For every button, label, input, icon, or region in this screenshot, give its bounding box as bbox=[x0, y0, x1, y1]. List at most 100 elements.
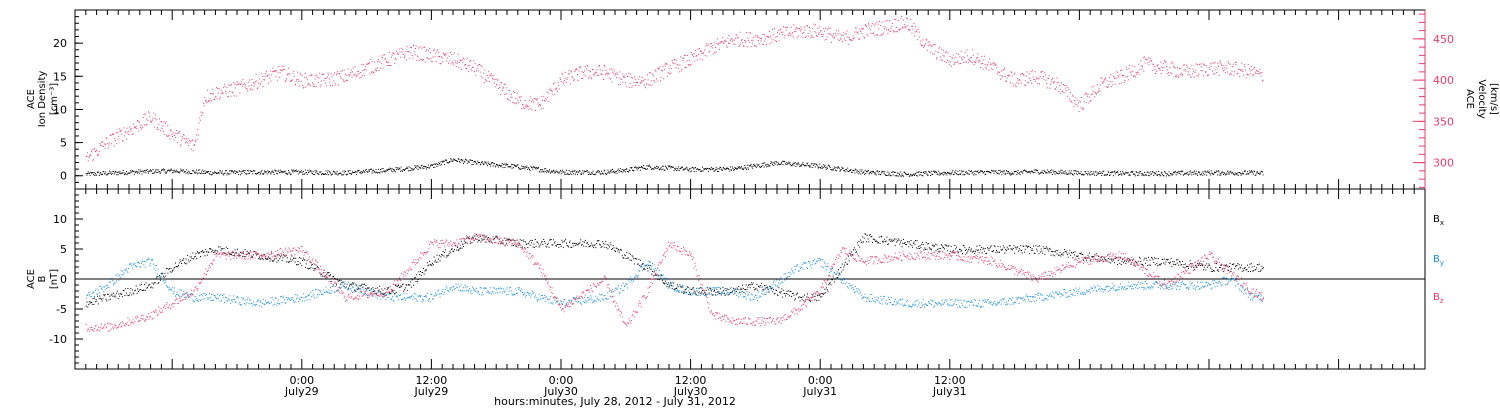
velocity-point bbox=[1202, 63, 1204, 65]
density-point bbox=[847, 167, 849, 169]
density-point bbox=[822, 167, 824, 168]
density-point bbox=[1087, 170, 1089, 172]
density-point bbox=[338, 173, 340, 175]
velocity-point bbox=[258, 82, 260, 84]
velocity-point bbox=[1166, 66, 1167, 67]
bx-point bbox=[376, 292, 378, 294]
density-point bbox=[434, 166, 436, 168]
density-point bbox=[1133, 173, 1135, 175]
velocity-point bbox=[730, 38, 732, 40]
density-point bbox=[1079, 173, 1081, 175]
density-point bbox=[636, 169, 638, 171]
velocity-point bbox=[1074, 103, 1076, 105]
density-point bbox=[461, 158, 462, 160]
velocity-point bbox=[676, 59, 678, 61]
density-point bbox=[942, 171, 944, 173]
density-point bbox=[864, 173, 865, 175]
bx-point bbox=[326, 273, 328, 275]
density-point bbox=[358, 169, 360, 171]
velocity-point bbox=[899, 29, 900, 31]
density-point bbox=[139, 171, 141, 173]
density-point bbox=[657, 166, 659, 168]
velocity-point bbox=[971, 62, 973, 64]
velocity-point bbox=[962, 56, 964, 58]
density-point bbox=[1090, 174, 1092, 176]
bx-point bbox=[469, 242, 471, 244]
density-point bbox=[699, 169, 701, 170]
velocity-point bbox=[437, 56, 439, 58]
density-point bbox=[166, 171, 168, 173]
density-point bbox=[566, 173, 568, 175]
density-point bbox=[194, 172, 195, 174]
velocity-point bbox=[328, 74, 330, 76]
velocity-point bbox=[1140, 65, 1142, 67]
velocity-point bbox=[1147, 62, 1149, 64]
velocity-point bbox=[176, 133, 178, 135]
velocity-point bbox=[615, 73, 617, 75]
density-point bbox=[381, 171, 383, 173]
bx-point bbox=[406, 284, 408, 286]
density-point bbox=[1050, 170, 1051, 172]
velocity-point bbox=[1081, 97, 1083, 98]
density-point bbox=[889, 174, 891, 176]
density-point bbox=[1077, 173, 1079, 175]
velocity-point bbox=[577, 74, 578, 75]
velocity-point bbox=[867, 35, 869, 37]
velocity-point bbox=[725, 41, 727, 42]
density-point bbox=[1070, 170, 1072, 172]
velocity-point bbox=[119, 131, 121, 133]
density-point bbox=[217, 172, 219, 174]
bx-point bbox=[467, 237, 469, 239]
bx-point bbox=[291, 255, 293, 257]
velocity-point bbox=[1002, 69, 1004, 71]
bx-point bbox=[324, 274, 326, 276]
density-point bbox=[497, 164, 499, 166]
density-point bbox=[149, 170, 151, 172]
bx-point bbox=[648, 265, 650, 267]
density-point bbox=[616, 172, 618, 174]
density-point bbox=[335, 173, 337, 175]
density-point bbox=[797, 162, 799, 164]
density-point bbox=[464, 160, 466, 162]
density-point bbox=[581, 172, 583, 174]
velocity-point bbox=[826, 36, 828, 38]
density-point bbox=[450, 158, 451, 160]
bx-point bbox=[643, 267, 645, 269]
bx-point bbox=[399, 286, 401, 288]
velocity-point bbox=[464, 64, 466, 65]
density-point bbox=[994, 170, 996, 172]
velocity-point bbox=[409, 46, 411, 48]
velocity-point bbox=[536, 98, 538, 100]
velocity-point bbox=[536, 99, 538, 101]
bx-point bbox=[272, 261, 274, 263]
velocity-point bbox=[1252, 74, 1254, 75]
velocity-point bbox=[648, 84, 650, 86]
velocity-point bbox=[447, 52, 449, 54]
density-point bbox=[333, 170, 335, 172]
density-point bbox=[1188, 174, 1189, 176]
velocity-point bbox=[182, 137, 184, 139]
velocity-point bbox=[194, 140, 196, 142]
bx-point bbox=[91, 303, 93, 305]
density-point bbox=[426, 167, 428, 169]
density-point bbox=[760, 166, 762, 168]
velocity-point bbox=[341, 77, 343, 79]
bx-point bbox=[531, 242, 533, 244]
density-point bbox=[257, 172, 259, 174]
density-point bbox=[1226, 170, 1228, 172]
density-point bbox=[1010, 173, 1012, 175]
density-point bbox=[398, 167, 400, 169]
velocity-point bbox=[430, 57, 432, 59]
velocity-point bbox=[620, 78, 622, 80]
density-point bbox=[825, 168, 827, 170]
bx-point bbox=[591, 244, 593, 246]
density-point bbox=[94, 174, 96, 176]
density-point bbox=[254, 173, 256, 175]
velocity-point bbox=[192, 139, 194, 141]
density-point bbox=[977, 170, 979, 172]
density-point bbox=[107, 173, 109, 175]
bx-point bbox=[478, 239, 480, 241]
density-point bbox=[573, 173, 575, 175]
density-point bbox=[1163, 175, 1165, 177]
density-point bbox=[763, 166, 765, 168]
